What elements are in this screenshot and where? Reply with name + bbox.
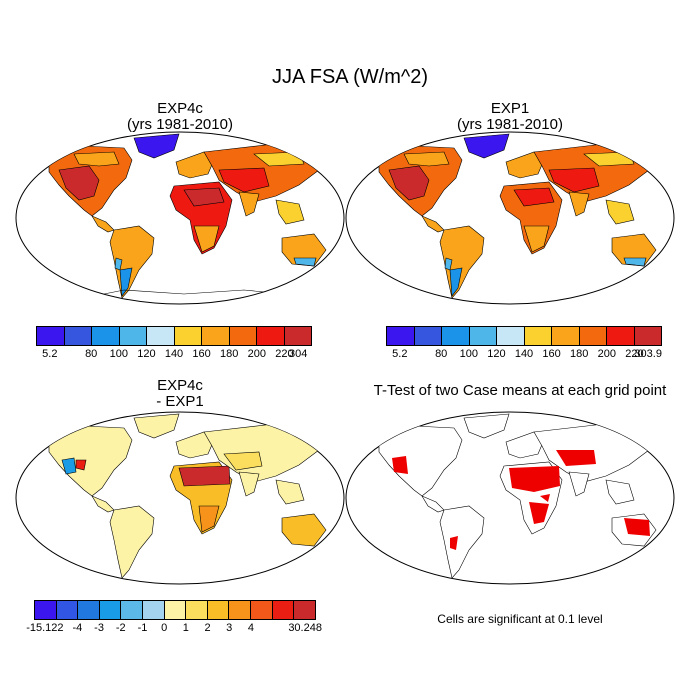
colorbar-swatch [387, 327, 415, 345]
panel-title-ttest: T-Test of two Case means at each grid po… [350, 383, 690, 399]
colorbar-tick-label: 200 [247, 348, 266, 360]
panel-title-line2: - EXP1 [156, 393, 204, 410]
colorbar-tick-label: 5.2 [42, 348, 58, 360]
colorbar-swatch [229, 601, 252, 619]
colorbar-tick-label: 80 [435, 348, 448, 360]
colorbar-tick-label: 200 [597, 348, 616, 360]
colorbar-exp1 [386, 326, 662, 346]
colorbar-swatch [497, 327, 525, 345]
colorbar-swatch [121, 601, 144, 619]
panel-title-line1: EXP1 [490, 100, 530, 117]
colorbar-swatch [414, 327, 442, 345]
colorbar-swatch [99, 601, 122, 619]
colorbar-swatch [119, 327, 147, 345]
colorbar-tick-label: 160 [542, 348, 561, 360]
map-ttest-significance [345, 411, 675, 585]
colorbar-swatch [229, 327, 257, 345]
panel-title-exp1: EXP1 (yrs 1981-2010) [370, 101, 650, 133]
colorbar-swatch [186, 601, 208, 619]
colorbar-tick-label: 220 [275, 348, 294, 360]
colorbar-swatch [35, 601, 57, 619]
panel-title-line1: EXP4c [157, 100, 203, 117]
colorbar-swatch [272, 601, 295, 619]
colorbar-tick-label: -3 [94, 622, 104, 634]
colorbar-tick-label: -4 [72, 622, 83, 634]
colorbar-tick-label: 220 [625, 348, 644, 360]
colorbar-swatch [634, 327, 661, 345]
colorbar-swatch [524, 327, 552, 345]
colorbar-swatch [442, 327, 470, 345]
colorbar-tick-label: 180 [570, 348, 589, 360]
colorbar-exp4c [36, 326, 312, 346]
colorbar-tick-label: 160 [192, 348, 211, 360]
colorbar-tick-label: 140 [164, 348, 184, 360]
colorbar-tick-label: 304 [289, 348, 308, 360]
colorbar-swatch [202, 327, 230, 345]
colorbar-tick-label: 30.248 [288, 622, 322, 634]
colorbar-swatch [251, 601, 273, 619]
figure-title: JJA FSA (W/m^2) [271, 66, 429, 88]
colorbar-swatch [469, 327, 497, 345]
colorbar-tick-label: 303.9 [634, 348, 662, 360]
map-exp4c [15, 131, 345, 305]
colorbar-swatch [284, 327, 311, 345]
colorbar-tick-label: 120 [137, 348, 156, 360]
colorbar-swatch [78, 601, 100, 619]
colorbar-swatch [294, 601, 315, 619]
colorbar-swatch [64, 327, 92, 345]
panel-title-exp4c: EXP4c (yrs 1981-2010) [40, 101, 320, 133]
colorbar-tick-label: -1 [137, 622, 148, 634]
colorbar-swatch [37, 327, 65, 345]
panel-title-line1: EXP4c [157, 377, 203, 394]
panel-title-line1: T-Test of two Case means at each grid po… [373, 382, 667, 399]
colorbar-swatch [56, 601, 79, 619]
colorbar-difference [34, 600, 316, 620]
colorbar-swatch [92, 327, 120, 345]
colorbar-tick-label: 100 [109, 348, 128, 360]
panel-title-difference: EXP4c - EXP1 [40, 378, 320, 410]
colorbar-tick-label: 0 [161, 622, 168, 634]
colorbar-tick-label: 120 [487, 348, 506, 360]
colorbar-swatch [207, 601, 230, 619]
colorbar-tick-label: 100 [459, 348, 478, 360]
colorbar-tick-label: 180 [220, 348, 239, 360]
colorbar-swatch [164, 601, 187, 619]
map-difference [15, 411, 345, 585]
colorbar-swatch [607, 327, 635, 345]
colorbar-swatch [552, 327, 580, 345]
significance-note: Cells are significant at 0.1 level [437, 612, 603, 626]
colorbar-tick-label: 140 [514, 348, 534, 360]
panel-title-line2: (yrs 1981-2010) [127, 116, 233, 133]
colorbar-labels-difference: -15.122 -4 -3 -2 -1 0 1 2 3 4 30.248 [26, 622, 322, 636]
panel-title-line2: (yrs 1981-2010) [457, 116, 563, 133]
colorbar-tick-label: 3 [226, 622, 233, 634]
colorbar-labels-exp4c: 5.2 80 100 120 140 160 180 200 220 304 [36, 348, 312, 362]
colorbar-tick-label: 5.2 [392, 348, 408, 360]
colorbar-swatch [143, 601, 165, 619]
colorbar-tick-label: -2 [115, 622, 126, 634]
colorbar-tick-label: 80 [85, 348, 98, 360]
map-exp1 [345, 131, 675, 305]
colorbar-tick-label: -15.122 [26, 622, 64, 634]
colorbar-swatch [257, 327, 285, 345]
colorbar-swatch [579, 327, 607, 345]
colorbar-swatch [147, 327, 175, 345]
colorbar-tick-label: 1 [182, 622, 189, 634]
colorbar-tick-label: 2 [204, 622, 211, 634]
colorbar-labels-exp1: 5.2 80 100 120 140 160 180 200 220 303.9 [386, 348, 662, 362]
colorbar-swatch [174, 327, 202, 345]
colorbar-tick-label: 4 [247, 622, 254, 634]
